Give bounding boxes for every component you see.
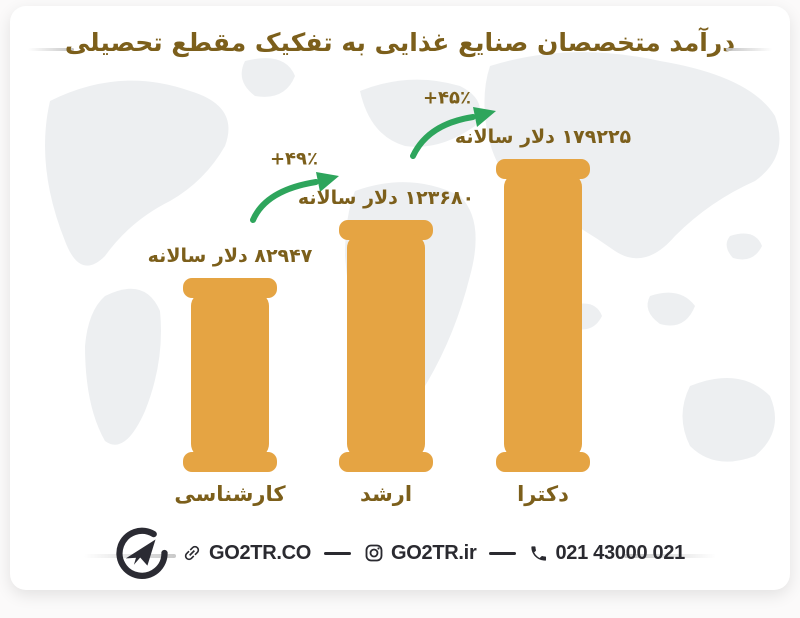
bar-cap-bottom	[339, 452, 433, 472]
bar-body	[347, 234, 425, 458]
bar-body	[504, 173, 582, 458]
bar-cap-bottom	[183, 452, 277, 472]
page-title: درآمد متخصصان صنایع غذایی به تفکیک مقطع …	[64, 28, 736, 57]
bar-group: ۸۲۹۴۷ دلار سالانه	[148, 242, 312, 472]
bar-column	[496, 159, 590, 472]
growth-label-2: +۴۵٪	[422, 87, 472, 109]
footer-divider	[489, 551, 517, 555]
link-icon	[182, 543, 202, 563]
bar-group: ۱۲۳۶۸۰ دلار سالانه	[298, 184, 474, 472]
go2tr-logo	[115, 526, 169, 580]
phone-label: 021 43000 021	[555, 541, 686, 564]
bar-body	[191, 292, 269, 458]
phone-icon	[529, 544, 548, 563]
footer-divider	[324, 551, 352, 555]
bar-column	[339, 220, 433, 472]
bar-cap-bottom	[496, 452, 590, 472]
footer: GO2TR.CO GO2TR.ir 021 43000 021	[10, 520, 790, 586]
bar-column	[183, 278, 277, 472]
title-dash-left	[28, 48, 74, 51]
value-label: ۱۷۹۲۲۵ دلار سالانه	[454, 126, 632, 148]
instagram-contact[interactable]: GO2TR.ir	[364, 541, 477, 565]
footer-line-right	[624, 554, 716, 558]
website-contact[interactable]: GO2TR.CO	[182, 542, 311, 565]
instagram-icon	[364, 543, 384, 563]
category-label: ارشد	[359, 482, 413, 506]
title-dash-right	[726, 48, 772, 51]
value-label: ۱۲۳۶۸۰ دلار سالانه	[297, 187, 475, 209]
category-label: کارشناسی	[174, 482, 286, 506]
website-label: GO2TR.CO	[208, 541, 312, 564]
infographic-card: درآمد متخصصان صنایع غذایی به تفکیک مقطع …	[10, 6, 790, 590]
bar-group: ۱۷۹۲۲۵ دلار سالانه	[455, 123, 631, 472]
phone-contact[interactable]: 021 43000 021	[529, 542, 685, 565]
growth-label-1: +۴۹٪	[269, 148, 319, 170]
value-label: ۸۲۹۴۷ دلار سالانه	[147, 245, 313, 267]
instagram-label: GO2TR.ir	[391, 541, 477, 564]
bar-chart: +۴۹٪ +۴۵٪ ۸۲۹۴۷ دلار سالانه کارشناسی ۱۲۳۶۸…	[10, 6, 790, 590]
category-label: دکترا	[517, 482, 569, 506]
